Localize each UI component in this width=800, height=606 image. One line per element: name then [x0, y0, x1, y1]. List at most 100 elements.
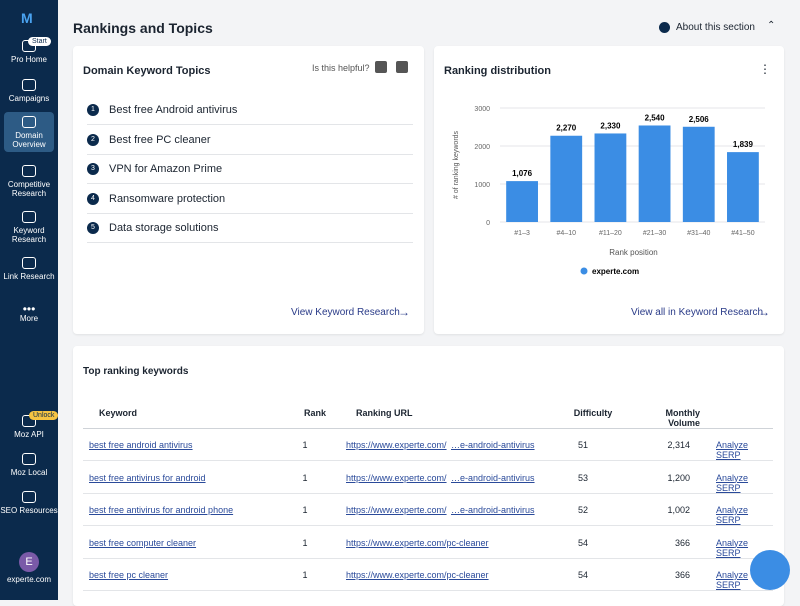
analyze-link[interactable]: Analyze SERP — [716, 472, 749, 493]
topic-item[interactable]: 3 VPN for Amazon Prime — [87, 155, 413, 184]
nav-item[interactable]: ••• More — [19, 302, 39, 323]
value-label: 2,506 — [689, 115, 710, 124]
value-label: 1,839 — [733, 140, 754, 149]
topic-number: 3 — [87, 163, 99, 175]
view-link[interactable]: View all in Keyword Research — [631, 307, 764, 318]
x-tick-label: #21–30 — [643, 230, 666, 237]
x-tick-label: #4–10 — [557, 230, 577, 237]
y-tick-label: 1000 — [474, 182, 490, 189]
value-label: 2,540 — [645, 113, 666, 122]
volume: 1,200 — [667, 472, 690, 483]
url-tail[interactable]: …e-android-antivirus — [451, 472, 535, 483]
value-label: 1,076 — [512, 169, 533, 178]
url-tail[interactable]: …e-android-antivirus — [451, 505, 535, 515]
nav-item[interactable]: Moz Local — [0, 453, 58, 477]
thumbs-down[interactable] — [396, 61, 408, 73]
table-row: best free antivirus for android 1 https://… — [83, 461, 773, 494]
analyze-link[interactable]: Analyze SERP — [716, 570, 749, 590]
table-header: Keyword Rank Ranking URL Difficulty Monthly … — [83, 396, 773, 429]
nav-label: Moz API — [14, 430, 44, 439]
nav-item[interactable]: Keyword Research — [0, 211, 58, 244]
arrow: → — [398, 305, 410, 319]
menu-icon[interactable]: ⋮ — [759, 62, 771, 76]
url-tail[interactable]: …e-android-antivirus — [451, 440, 535, 450]
column-header: Ranking URL — [356, 408, 413, 418]
keywords-card: Top ranking keywords Keyword Rank Ranking … — [73, 346, 784, 606]
column-header: Rank — [303, 408, 326, 418]
keyword-link[interactable]: best free antivirus for android phone — [89, 505, 234, 515]
card-title: Top ranking keywords — [83, 366, 189, 377]
rank: 1 — [302, 505, 308, 515]
nav-item[interactable]: SEO Resources — [0, 491, 58, 515]
analyze-link[interactable]: Analyze SERP — [716, 505, 749, 525]
nav-item[interactable]: Competitive Research — [0, 165, 58, 198]
about-link[interactable]: About this section — [676, 22, 755, 33]
logo: M — [21, 10, 33, 26]
url-link[interactable]: https://www.experte.com/ — [346, 505, 447, 515]
keyword-link[interactable]: best free computer cleaner — [89, 537, 197, 548]
bar — [727, 152, 759, 222]
bar — [594, 133, 627, 222]
keyword-link[interactable]: best free pc cleaner — [89, 570, 169, 580]
analyze-link[interactable]: Analyze SERP — [716, 537, 749, 558]
thumbs-up[interactable] — [375, 61, 387, 73]
topic-item[interactable]: 5 Data storage solutions — [87, 214, 413, 243]
column-header: Difficulty — [573, 408, 613, 418]
nav-item[interactable]: Campaigns — [0, 79, 58, 103]
rank: 1 — [302, 537, 308, 548]
analyze-link[interactable]: Analyze SERP — [716, 440, 749, 460]
info-icon — [659, 22, 670, 33]
avatar[interactable]: E — [19, 552, 39, 572]
difficulty: 54 — [577, 537, 588, 548]
topic-number: 1 — [87, 104, 99, 116]
y-tick-label: 0 — [486, 220, 490, 227]
bar — [638, 125, 671, 222]
topic-item[interactable]: 2 Best free PC cleaner — [87, 126, 413, 155]
nav-label: Competitive Research — [7, 180, 51, 198]
table-row: best free computer cleaner 1 https://www.e… — [83, 526, 773, 559]
chart: 0 1000 2000 3000 # of ranking keywords Rank p… — [453, 106, 765, 276]
topic-number: 5 — [87, 222, 99, 234]
section-title: Rankings and Topics — [73, 20, 213, 36]
nav-label: SEO Resources — [0, 506, 58, 515]
url-link[interactable]: https://www.experte.com/ — [346, 472, 447, 483]
nav-label: Campaigns — [8, 94, 50, 103]
x-tick-label: #1–3 — [514, 230, 530, 237]
value-label: 2,330 — [600, 121, 621, 130]
keyword-link[interactable]: best free antivirus for android — [89, 472, 206, 483]
helpful-prompt: Is this helpful? — [312, 63, 370, 73]
x-axis-label: Rank position — [609, 248, 657, 257]
nav-item-active[interactable]: Domain Overview — [4, 112, 54, 152]
rank: 1 — [302, 440, 308, 450]
volume: 1,002 — [667, 505, 690, 515]
url-link[interactable]: https://www.experte.com/ — [346, 440, 447, 450]
rank: 1 — [302, 570, 308, 580]
topics-card: Domain Keyword Topics Is this helpful? 1… — [73, 46, 424, 334]
difficulty: 54 — [577, 570, 588, 580]
y-tick-label: 2000 — [474, 144, 490, 151]
y-tick-label: 3000 — [474, 106, 490, 113]
rank: 1 — [302, 472, 308, 483]
volume: 366 — [674, 537, 690, 548]
url-link[interactable]: https://www.experte.com/pc-cleaner — [346, 537, 489, 548]
topic-label: Best free PC cleaner — [109, 133, 211, 146]
topic-item[interactable]: 4 Ransomware protection — [87, 185, 413, 214]
view-link[interactable]: View Keyword Research — [291, 307, 400, 318]
nav-item[interactable]: Link Research — [0, 257, 58, 281]
y-axis-label: # of ranking keywords — [453, 130, 460, 199]
x-tick-label: #31–40 — [687, 230, 710, 237]
account-label: experte.com — [6, 575, 52, 584]
chat-button[interactable] — [750, 550, 790, 590]
table-row: best free pc cleaner 1 https://www.experte… — [83, 558, 773, 591]
card-title: Domain Keyword Topics — [83, 65, 211, 77]
collapse-icon[interactable]: ⌃ — [767, 20, 776, 31]
bar — [506, 181, 538, 222]
topic-label: Data storage solutions — [109, 222, 219, 234]
sidebar: M Pro Home Start Campaigns Domain Overvi… — [0, 0, 59, 600]
url-link[interactable]: https://www.experte.com/pc-cleaner — [346, 570, 489, 580]
topic-item[interactable]: 1 Best free Android antivirus — [87, 96, 413, 125]
distribution-card: Ranking distribution ⋮ 0 1000 2000 3000 # of… — [434, 46, 784, 334]
nav-label: Link Research — [3, 272, 55, 281]
keyword-link[interactable]: best free android antivirus — [89, 440, 193, 450]
